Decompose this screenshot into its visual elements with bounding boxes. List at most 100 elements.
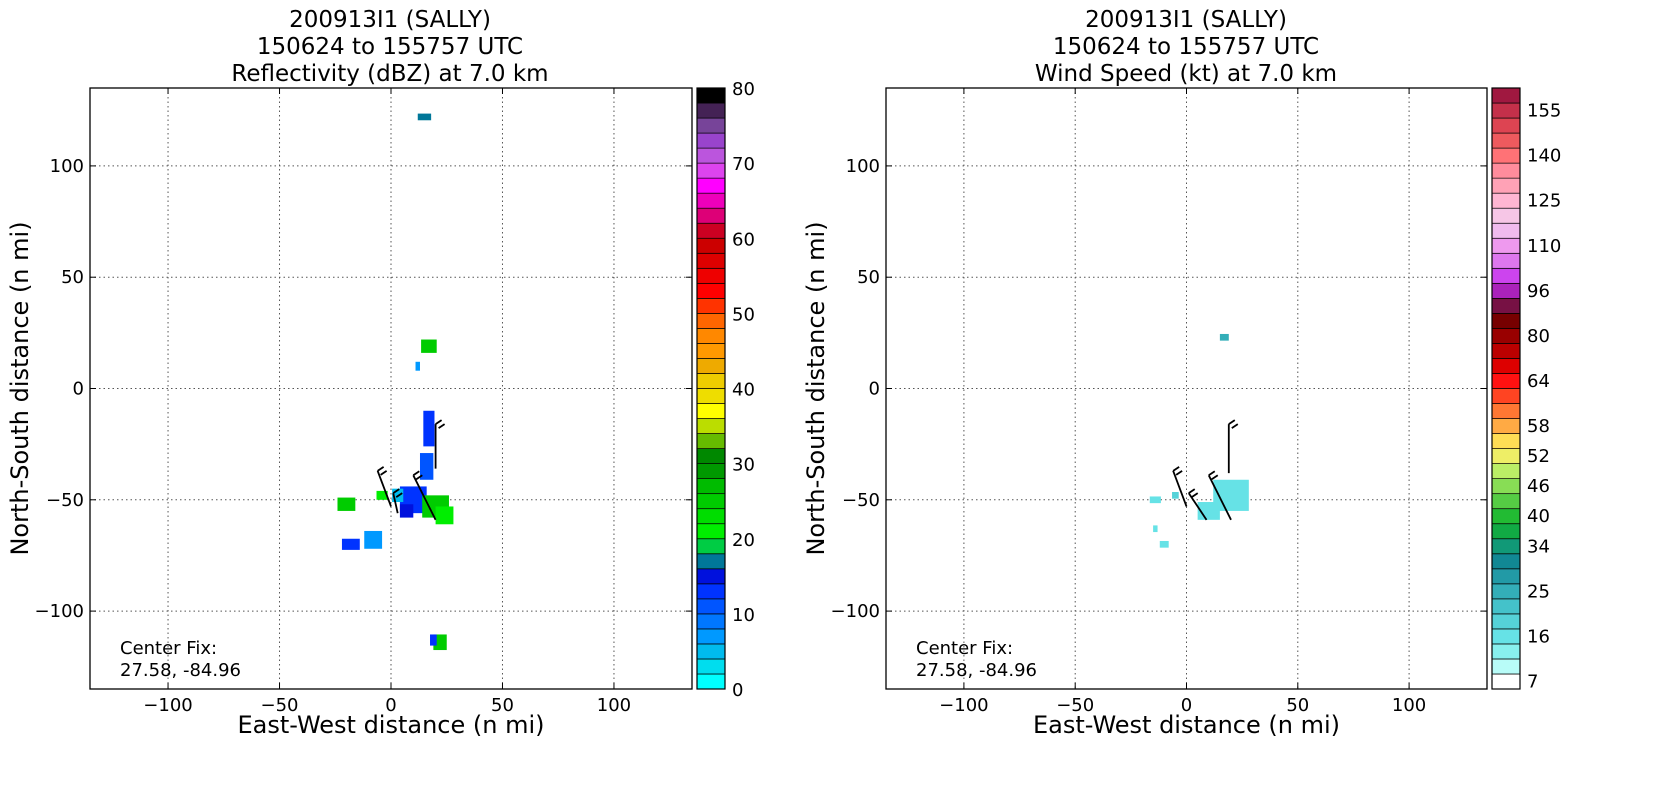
colorbar-segment (696, 313, 726, 329)
colorbar-segment (696, 463, 726, 479)
colorbar-segment (696, 373, 726, 389)
colorbar-segment (1491, 523, 1521, 540)
colorbar-tick-label: 0 (732, 680, 743, 701)
colorbar-segment (1491, 87, 1521, 104)
colorbar-segment (1491, 207, 1521, 224)
colorbar-segment (1491, 147, 1521, 164)
colorbar-segment (1491, 448, 1521, 464)
colorbar-segment (696, 643, 726, 660)
wind-speed-data-cell (1159, 540, 1169, 548)
colorbar-tick-label: 10 (732, 605, 755, 626)
center-fix-annotation: 27.58, -84.96 (916, 660, 1037, 681)
colorbar-segment (696, 267, 726, 284)
x-tick-label: −100 (939, 695, 988, 716)
colorbar-segment (696, 343, 726, 359)
colorbar-tick-label: 40 (732, 380, 755, 401)
colorbar-tick-label: 70 (732, 154, 755, 175)
x-tick-label: 0 (1181, 695, 1192, 716)
colorbar-tick-label: 30 (732, 455, 755, 476)
y-tick-label: 0 (73, 379, 84, 400)
chart-title-line: Reflectivity (dBZ) at 7.0 km (231, 61, 548, 87)
colorbar-segment (696, 523, 726, 540)
colorbar-segment (696, 222, 726, 239)
colorbar-segment (696, 673, 726, 690)
colorbar-segment (696, 493, 726, 510)
y-tick-label: 0 (869, 379, 880, 400)
colorbar-segment (696, 252, 726, 269)
colorbar-segment (696, 328, 726, 344)
colorbar-segment (696, 358, 726, 374)
colorbar-tick-label: 50 (732, 304, 755, 325)
reflectivity-data-cell (421, 339, 437, 353)
colorbar-tick-label: 155 (1527, 101, 1561, 122)
colorbar-segment (1491, 252, 1521, 269)
colorbar-segment (1491, 628, 1521, 645)
colorbar-segment (696, 508, 726, 525)
y-tick-label: 100 (50, 156, 84, 177)
x-tick-label: 100 (597, 695, 631, 716)
wind-barb (1227, 419, 1239, 474)
colorbar-tick-label: 80 (1527, 326, 1550, 347)
wind-barb (1172, 466, 1188, 507)
colorbar-segment (1491, 673, 1521, 690)
wind-speed-data-cell (1153, 525, 1158, 533)
colorbar-tick-label: 40 (1527, 506, 1550, 527)
colorbar-segment (696, 147, 726, 164)
colorbar-segment (696, 87, 726, 104)
reflectivity-data-cell (364, 530, 383, 549)
colorbar-segment (696, 613, 726, 630)
colorbar-segment (1491, 192, 1521, 209)
y-axis-label: North-South distance (n mi) (802, 221, 830, 555)
reflectivity-data-cell (417, 113, 432, 121)
x-tick-label: 50 (491, 695, 514, 716)
colorbar-segment (1491, 598, 1521, 615)
colorbar-tick-label: 80 (732, 79, 755, 100)
colorbar-segment (1491, 613, 1521, 630)
wind-speed-panel: 200913I1 (SALLY)150624 to 155757 UTCWind… (802, 7, 1561, 739)
colorbar-segment (1491, 162, 1521, 179)
colorbar-segment (696, 117, 726, 134)
x-tick-label: −100 (143, 695, 192, 716)
colorbar-tick-label: 16 (1527, 626, 1550, 647)
colorbar-tick-label: 25 (1527, 581, 1550, 602)
colorbar-segment (696, 478, 726, 495)
colorbar-segment (1491, 538, 1521, 555)
colorbar-segment (1491, 237, 1521, 254)
colorbar-segment (1491, 388, 1521, 404)
reflectivity-data-cell (430, 634, 437, 646)
wind-barb (1207, 470, 1232, 521)
colorbar-segment (696, 538, 726, 555)
y-tick-label: 50 (61, 267, 84, 288)
chart-title-line: 200913I1 (SALLY) (1085, 7, 1287, 33)
x-tick-label: 100 (1392, 695, 1426, 716)
colorbar-segment (696, 448, 726, 464)
center-fix-annotation: Center Fix: (120, 638, 217, 659)
colorbar-segment (1491, 583, 1521, 600)
colorbar-segment (696, 207, 726, 224)
colorbar-segment (696, 658, 726, 675)
colorbar-segment (1491, 102, 1521, 119)
colorbar-segment (1491, 568, 1521, 585)
y-tick-label: 100 (846, 156, 880, 177)
colorbar-segment (696, 102, 726, 119)
reflectivity-data-cell (435, 506, 454, 525)
colorbar-segment (1491, 373, 1521, 389)
wind-barb (412, 470, 437, 521)
chart-title-line: 200913I1 (SALLY) (289, 7, 491, 33)
colorbar-segment (1491, 343, 1521, 359)
colorbar-segment (696, 162, 726, 179)
colorbar-frame (696, 87, 726, 690)
colorbar-tick-label: 125 (1527, 191, 1561, 212)
colorbar-tick-label: 140 (1527, 146, 1561, 167)
reflectivity-data-cell (341, 538, 360, 550)
colorbar-tick-label: 7 (1527, 671, 1538, 692)
colorbar-segment (1491, 493, 1521, 510)
colorbar-segment (696, 388, 726, 404)
reflectivity-data-cell (399, 504, 414, 518)
wind-barb (1187, 488, 1208, 521)
wind-barb (376, 466, 392, 507)
reflectivity-data-cell (423, 410, 435, 447)
colorbar-tick-label: 52 (1527, 446, 1550, 467)
colorbar-segment (1491, 358, 1521, 374)
